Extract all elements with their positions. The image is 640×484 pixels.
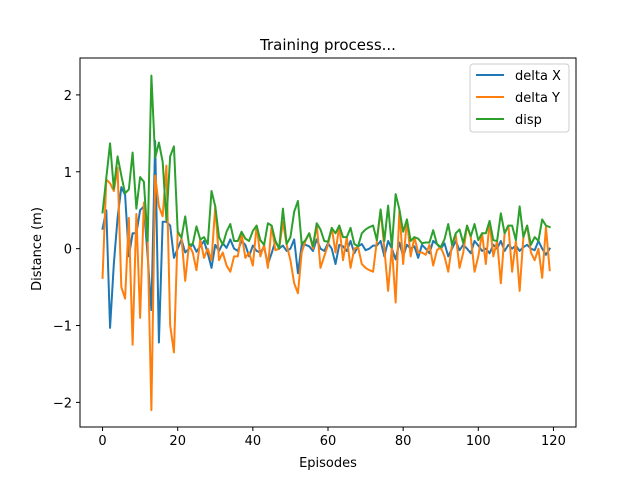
- x-tick-label: 40: [245, 434, 262, 449]
- plot-area: [101, 74, 552, 412]
- x-tick-label: 100: [466, 434, 491, 449]
- chart-title: Training process...: [259, 36, 396, 54]
- y-axis-title: Distance (m): [30, 207, 45, 291]
- legend-label: disp: [515, 113, 542, 128]
- legend-label: delta X: [515, 69, 561, 84]
- x-tick-label: 60: [320, 434, 337, 449]
- x-axis-title: Episodes: [299, 456, 357, 471]
- y-tick-label: −1: [53, 320, 72, 335]
- y-tick-label: 1: [64, 166, 72, 181]
- series-line-delta-y: [101, 164, 551, 412]
- legend-label: delta Y: [515, 91, 560, 106]
- axes: 0 20 40 60 80 100 120 −2 −1 0 1 2: [53, 57, 577, 449]
- y-tick-label: 0: [64, 243, 72, 258]
- x-tick-label: 0: [98, 434, 106, 449]
- legend: delta X delta Y disp: [469, 63, 570, 133]
- x-tick-label: 20: [169, 434, 186, 449]
- y-tick-label: 2: [64, 89, 72, 104]
- legend-box: [469, 63, 570, 133]
- x-tick-label: 80: [395, 434, 412, 449]
- series-line-disp: [101, 74, 552, 250]
- y-tick-label: −2: [53, 396, 72, 411]
- x-tick-label: 120: [541, 434, 566, 449]
